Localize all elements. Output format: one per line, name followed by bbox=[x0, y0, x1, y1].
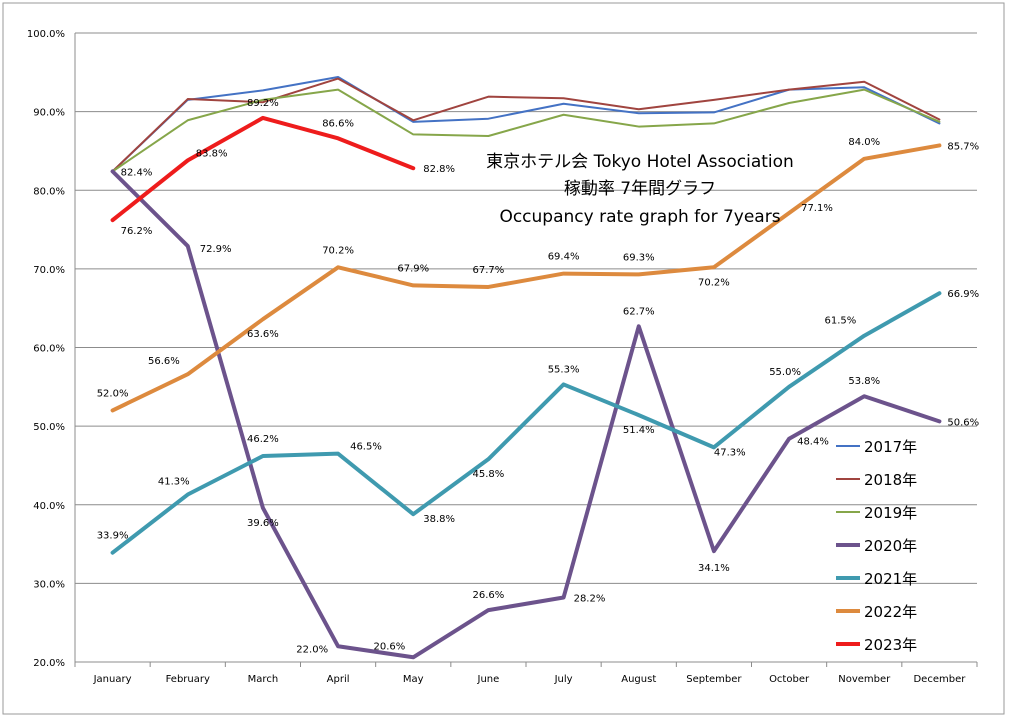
series-line-2021年 bbox=[110, 291, 942, 555]
legend: 2017年 2018年 2019年 2020年 2021年 2022年 2023年 bbox=[836, 438, 917, 654]
data-label: 66.9% bbox=[947, 289, 979, 300]
data-label: 51.4% bbox=[623, 425, 655, 436]
x-tick-label: April bbox=[327, 674, 350, 685]
x-tick-label: January bbox=[93, 674, 132, 685]
data-label: 22.0% bbox=[296, 644, 328, 655]
data-label: 38.8% bbox=[423, 514, 455, 525]
data-label: 56.6% bbox=[148, 356, 180, 367]
x-tick-label: September bbox=[686, 674, 742, 685]
series-line-2022年 bbox=[110, 143, 942, 413]
data-label: 45.8% bbox=[473, 469, 505, 480]
data-label: 33.9% bbox=[97, 531, 129, 542]
y-tick-label: 50.0% bbox=[33, 422, 65, 433]
data-label: 63.6% bbox=[247, 329, 279, 340]
data-label: 86.6% bbox=[322, 118, 354, 129]
data-label: 67.9% bbox=[397, 263, 429, 274]
y-tick-label: 30.0% bbox=[33, 579, 65, 590]
data-labels: 82.4% 72.9% 39.6% 22.0% 20.6% 26.6% 28.2% 62.7%… bbox=[97, 98, 980, 655]
y-tick-label: 40.0% bbox=[33, 501, 65, 512]
axes: 20.0% 30.0% 40.0% 50.0% 60.0% 70.0% 80.0% 90.0%… bbox=[27, 29, 978, 685]
data-label: 84.0% bbox=[848, 137, 880, 148]
legend-entry: 2018年 bbox=[864, 471, 917, 489]
data-label: 76.2% bbox=[121, 226, 153, 237]
x-tick-label: July bbox=[554, 674, 573, 685]
series-lines bbox=[110, 76, 942, 660]
x-tick-label: May bbox=[403, 674, 424, 685]
data-label: 48.4% bbox=[797, 437, 829, 448]
data-label: 67.7% bbox=[473, 265, 505, 276]
data-label: 39.6% bbox=[247, 518, 279, 529]
data-label: 20.6% bbox=[373, 641, 405, 652]
legend-entry: 2023年 bbox=[864, 636, 917, 654]
series-line-2023年 bbox=[110, 115, 416, 223]
chart-border bbox=[2, 2, 1005, 715]
data-label: 82.4% bbox=[121, 167, 153, 178]
legend-entry: 2021年 bbox=[864, 570, 917, 588]
data-label: 47.3% bbox=[714, 447, 746, 458]
data-label: 55.0% bbox=[769, 367, 801, 378]
data-label: 52.0% bbox=[97, 388, 129, 399]
data-label: 46.2% bbox=[247, 434, 279, 445]
data-label: 50.6% bbox=[947, 417, 979, 428]
y-tick-label: 70.0% bbox=[33, 265, 65, 276]
data-label: 34.1% bbox=[698, 563, 730, 574]
data-label: 72.9% bbox=[200, 244, 232, 255]
y-tick-label: 80.0% bbox=[33, 186, 65, 197]
x-tick-label: March bbox=[248, 674, 278, 685]
data-label: 69.3% bbox=[623, 252, 655, 263]
data-label: 55.3% bbox=[548, 364, 580, 375]
chart-subtitle-english: Occupancy rate graph for 7years bbox=[499, 207, 780, 227]
data-label: 82.8% bbox=[423, 164, 455, 175]
data-label: 69.4% bbox=[548, 252, 580, 263]
x-tick-label: June bbox=[477, 674, 500, 685]
chart-subtitle: 稼動率 7年間グラフ bbox=[564, 179, 716, 199]
x-tick-label: October bbox=[769, 674, 810, 685]
x-tick-label: November bbox=[838, 674, 891, 685]
data-label: 70.2% bbox=[698, 277, 730, 288]
series-line-2019年 bbox=[111, 88, 941, 173]
y-tick-label: 90.0% bbox=[33, 108, 65, 119]
x-tick-label: December bbox=[913, 674, 966, 685]
data-label: 70.2% bbox=[322, 245, 354, 256]
legend-entry: 2022年 bbox=[864, 603, 917, 621]
y-tick-label: 100.0% bbox=[27, 29, 65, 40]
data-label: 53.8% bbox=[848, 376, 880, 387]
y-tick-label: 60.0% bbox=[33, 344, 65, 355]
legend-entry: 2019年 bbox=[864, 504, 917, 522]
legend-entry: 2020年 bbox=[864, 537, 917, 555]
data-label: 89.2% bbox=[247, 98, 279, 109]
y-tick-label: 20.0% bbox=[33, 658, 65, 669]
data-label: 28.2% bbox=[574, 594, 606, 605]
x-tick-label: August bbox=[621, 674, 656, 685]
data-label: 46.5% bbox=[350, 442, 382, 453]
series-line-2018年 bbox=[111, 77, 941, 173]
legend-entry: 2017年 bbox=[864, 438, 917, 456]
data-label: 62.7% bbox=[623, 306, 655, 317]
x-tick-label: February bbox=[166, 674, 210, 685]
chart-title-block: 東京ホテル会 Tokyo Hotel Association 稼動率 7年間グラ… bbox=[486, 152, 794, 227]
data-label: 41.3% bbox=[158, 477, 190, 488]
data-label: 77.1% bbox=[801, 203, 833, 214]
chart-title: 東京ホテル会 Tokyo Hotel Association bbox=[486, 152, 794, 172]
data-label: 61.5% bbox=[824, 316, 856, 327]
data-label: 26.6% bbox=[473, 590, 505, 601]
data-label: 85.7% bbox=[947, 141, 979, 152]
data-label: 83.8% bbox=[196, 148, 228, 159]
